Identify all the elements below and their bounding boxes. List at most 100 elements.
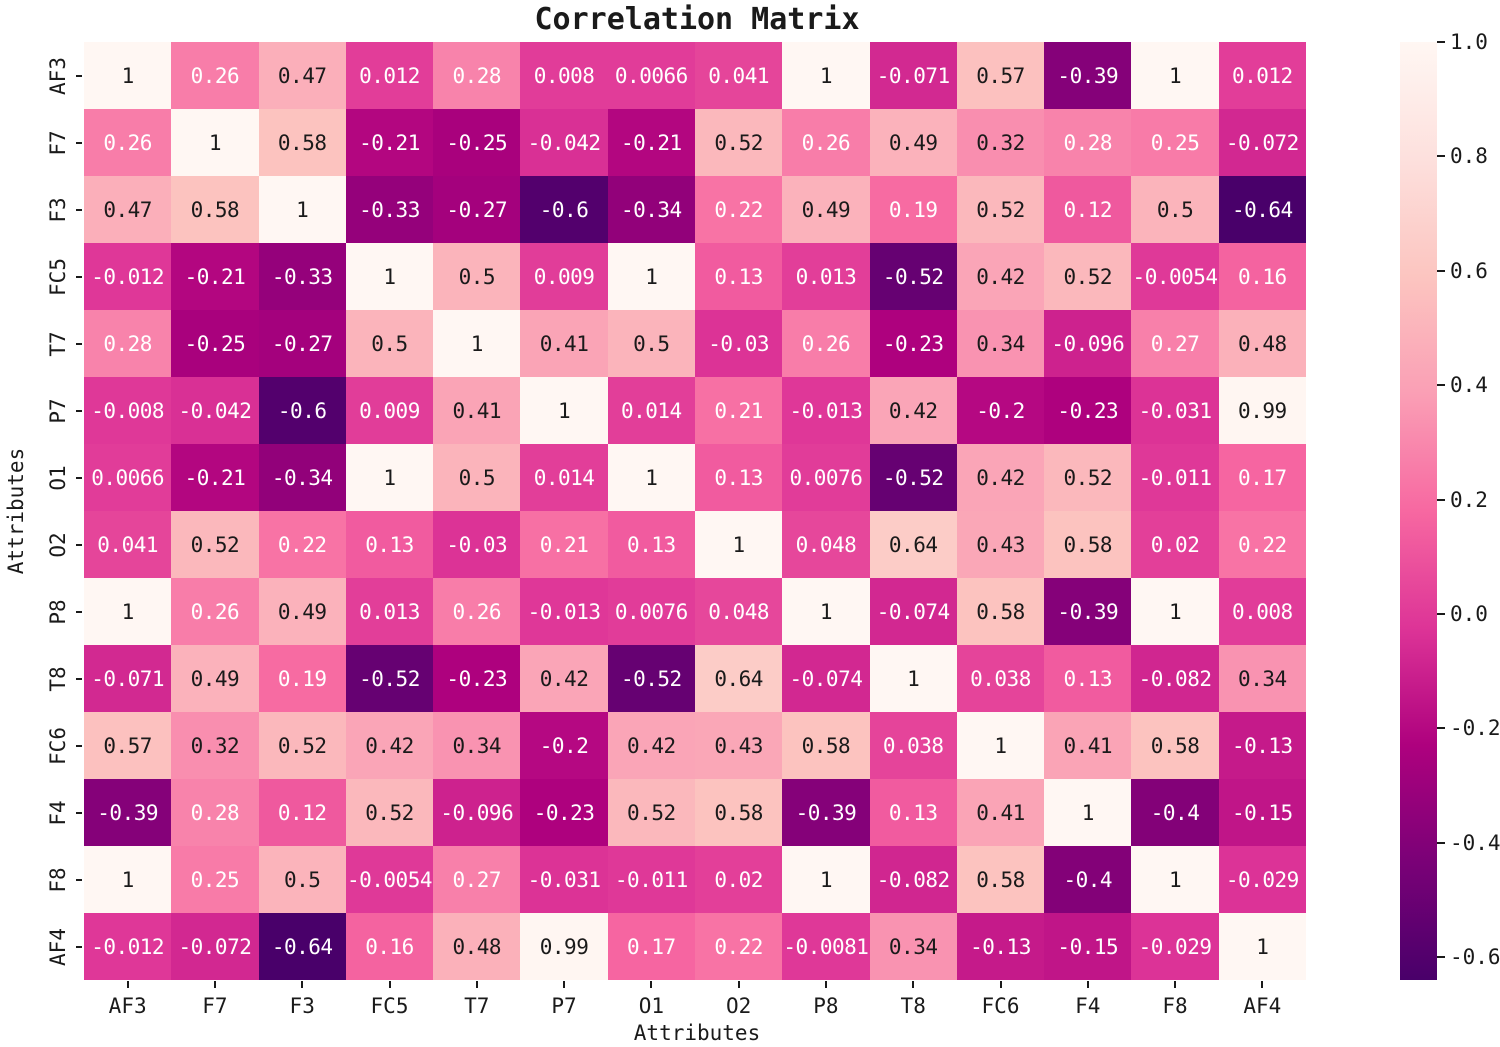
cell-value: -0.23 <box>882 331 944 356</box>
heatmap-cell: -0.072 <box>171 913 259 980</box>
heatmap-cell: -0.39 <box>1044 578 1132 645</box>
heatmap-cell: 0.58 <box>956 578 1045 645</box>
heatmap-cell: -0.21 <box>607 109 695 176</box>
heatmap-cell: 0.13 <box>1044 645 1132 712</box>
colorbar-tick-mark <box>1437 41 1445 43</box>
heatmap-cell: -0.096 <box>1044 310 1132 377</box>
cell-value: 0.13 <box>627 532 676 557</box>
heatmap-cell: 0.42 <box>607 712 695 779</box>
cell-value: 1 <box>994 733 1007 758</box>
heatmap-cell: 0.16 <box>345 913 434 980</box>
cell-value: -0.13 <box>1231 733 1293 758</box>
y-axis-tick-mark <box>76 610 82 613</box>
cell-value: 0.49 <box>801 197 851 222</box>
cell-value: -0.072 <box>178 934 252 959</box>
cell-value: 0.21 <box>714 398 763 423</box>
x-tick-label: AF3 <box>108 994 147 1018</box>
heatmap-cell: 0.048 <box>782 511 870 578</box>
heatmap-cell: 0.52 <box>607 779 695 846</box>
x-axis-tick-mark <box>213 981 216 988</box>
heatmap-cell: -0.64 <box>1218 176 1306 243</box>
cell-value: 0.42 <box>627 733 676 758</box>
cell-value: -0.029 <box>1138 934 1212 959</box>
cell-value: -0.011 <box>614 867 688 892</box>
cell-value: -0.23 <box>446 666 508 691</box>
heatmap-cell: 0.13 <box>345 511 434 578</box>
cell-value: 0.0066 <box>614 63 688 88</box>
colorbar-tick-mark <box>1437 956 1445 959</box>
cell-value: 0.42 <box>365 733 414 758</box>
cell-value: 0.52 <box>976 197 1025 222</box>
cell-value: 0.008 <box>533 63 595 88</box>
colorbar-tick-label: 0.4 <box>1450 373 1488 398</box>
cell-value: 0.99 <box>539 934 589 959</box>
heatmap-cell: 1 <box>84 578 172 645</box>
colorbar-tick-label: -0.4 <box>1450 830 1500 855</box>
heatmap-cell: -0.25 <box>171 310 259 377</box>
heatmap-cell: 1 <box>433 310 521 377</box>
cell-value: 0.26 <box>801 130 851 155</box>
heatmap-cell: 0.16 <box>1218 243 1306 310</box>
cell-value: 0.13 <box>1063 666 1113 691</box>
cell-value: 0.34 <box>976 331 1025 356</box>
cell-value: -0.6 <box>277 398 327 423</box>
heatmap-cell: 0.57 <box>956 42 1045 109</box>
heatmap-cell: 0.99 <box>1218 377 1306 444</box>
heatmap-cell: 0.008 <box>520 42 608 109</box>
cell-value: 1 <box>383 465 396 490</box>
heatmap-cell: 1 <box>782 846 870 913</box>
cell-value: -0.34 <box>620 197 682 222</box>
cell-value: 1 <box>296 197 309 222</box>
y-axis-tick-mark <box>76 409 82 412</box>
cell-value: -0.082 <box>1138 666 1212 691</box>
heatmap-cell: -0.33 <box>258 243 346 310</box>
cell-value: -0.071 <box>876 63 950 88</box>
cell-value: -0.074 <box>876 599 950 624</box>
heatmap-cell: -0.4 <box>1131 779 1219 846</box>
heatmap-cell: -0.13 <box>956 913 1045 980</box>
cell-value: 0.58 <box>1063 532 1113 557</box>
cell-value: -0.21 <box>359 130 420 155</box>
y-axis-tick-mark <box>76 811 82 814</box>
cell-value: 0.13 <box>365 532 414 557</box>
cell-value: 0.22 <box>714 197 763 222</box>
cell-value: -0.074 <box>789 666 863 691</box>
cell-value: -0.096 <box>440 800 514 825</box>
cell-value: 0.009 <box>359 398 420 423</box>
heatmap-cell: 0.13 <box>694 243 783 310</box>
cell-value: 1 <box>383 264 396 289</box>
x-axis-tick-mark <box>650 981 653 988</box>
cell-value: -0.64 <box>1231 197 1293 222</box>
heatmap-cell: 0.41 <box>1044 712 1132 779</box>
cell-value: 0.42 <box>539 666 589 691</box>
y-axis-tick-mark <box>76 945 82 948</box>
heatmap-cell: 0.52 <box>1044 243 1132 310</box>
y-axis-tick-mark <box>76 476 82 479</box>
cell-value: 1 <box>1168 867 1182 892</box>
cell-value: -0.071 <box>91 666 165 691</box>
cell-value: 0.041 <box>708 63 769 88</box>
cell-value: 0.47 <box>277 63 327 88</box>
heatmap-cell: 0.009 <box>345 377 434 444</box>
y-tick-label: P7 <box>46 397 70 424</box>
cell-value: 0.16 <box>365 934 414 959</box>
x-tick-label: FC5 <box>370 994 409 1018</box>
cell-value: -0.0054 <box>346 867 433 892</box>
heatmap-cell: -0.096 <box>433 779 521 846</box>
colorbar <box>1400 42 1437 980</box>
cell-value: -0.21 <box>184 465 246 490</box>
heatmap-cell: -0.34 <box>258 444 346 511</box>
cell-value: 0.26 <box>190 63 240 88</box>
cell-value: 0.5 <box>1156 197 1194 222</box>
cell-value: 0.25 <box>190 867 240 892</box>
cell-value: -0.4 <box>1063 867 1113 892</box>
cell-value: -0.21 <box>620 130 682 155</box>
heatmap-cell: 0.038 <box>869 712 957 779</box>
heatmap-cell: 0.041 <box>84 511 172 578</box>
cell-value: 0.048 <box>708 599 769 624</box>
heatmap-cell: 1 <box>956 712 1045 779</box>
heatmap-cell: -0.6 <box>520 176 608 243</box>
cell-value: 0.43 <box>976 532 1025 557</box>
heatmap-cell: 0.49 <box>171 645 259 712</box>
cell-value: 0.42 <box>976 465 1025 490</box>
